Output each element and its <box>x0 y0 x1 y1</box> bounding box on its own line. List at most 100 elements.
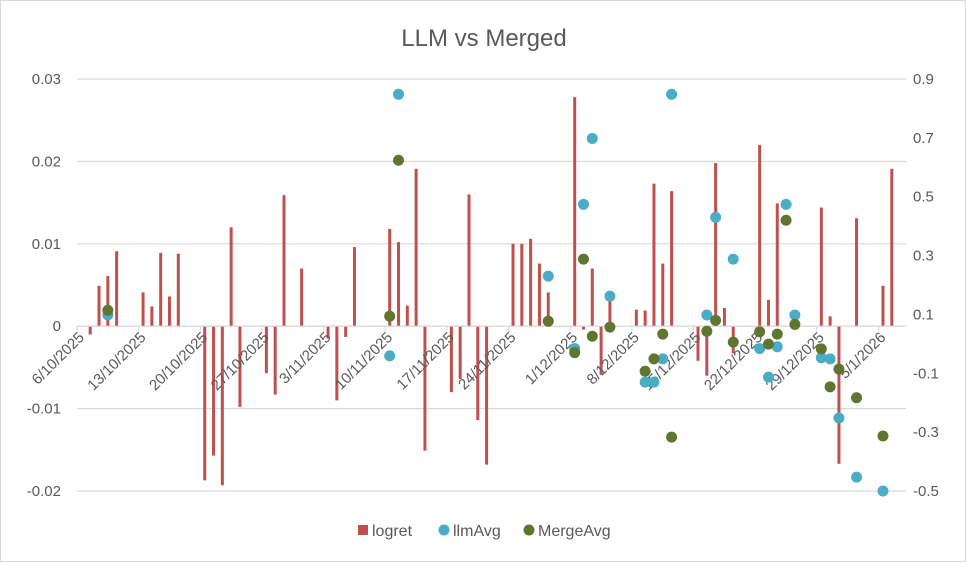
right-y-tick-label: 0.7 <box>913 130 934 147</box>
x-tick-label: 20/10/2025 <box>146 329 211 394</box>
logret-bar <box>766 299 770 327</box>
mergeavg-point <box>701 325 713 337</box>
mergeavg-point <box>639 365 651 377</box>
logret-bar <box>141 292 145 327</box>
mergeavg-point <box>648 353 660 365</box>
llmavg-point <box>815 352 827 364</box>
llmavg-point <box>727 253 739 265</box>
logret-bar <box>573 97 577 327</box>
right-y-tick-label: 0.3 <box>913 248 934 265</box>
logret-bar <box>344 326 348 337</box>
legend-marker-llmavg <box>438 524 450 536</box>
left-y-axis: 0.03 0.02 0.01 0 -0.01 -0.02 <box>27 71 61 500</box>
llmavg-point <box>754 343 766 355</box>
llmavg-point <box>762 371 774 383</box>
mergeavg-point <box>657 328 669 340</box>
logret-bar <box>238 326 242 407</box>
llmavg-point <box>604 290 616 302</box>
logret-bar <box>229 227 233 327</box>
right-y-tick-label: 0.9 <box>913 71 934 88</box>
llmavg-point <box>657 353 669 365</box>
logret-bar <box>775 203 779 327</box>
logret-bar <box>634 309 638 327</box>
legend-label-mergeavg: MergeAvg <box>538 523 611 540</box>
logret-bar <box>282 195 286 327</box>
logret-bar <box>890 168 894 327</box>
mergeavg-point <box>569 347 581 359</box>
llmavg-point <box>701 309 713 321</box>
llmavg-point <box>710 211 722 223</box>
x-tick-label: 3/11/2025 <box>276 329 334 387</box>
left-y-tick-label: 0 <box>53 318 61 335</box>
llmavg-point <box>648 376 660 388</box>
right-y-tick-label: 0.1 <box>913 306 934 323</box>
logret-bar <box>855 218 859 327</box>
legend-label-llmavg: llmAvg <box>453 523 501 540</box>
mergeavg-point <box>762 338 774 350</box>
mergeavg-point <box>710 314 722 326</box>
logret-bar <box>106 275 110 327</box>
logret-bar <box>264 326 268 374</box>
logret-bar <box>819 207 823 327</box>
mergeavg-point <box>754 326 766 338</box>
mergeavg-point <box>542 315 554 327</box>
llmavg-point <box>824 353 836 365</box>
logret-bar <box>828 316 832 327</box>
x-tick-label: 5/1/2026 <box>836 329 889 382</box>
logret-bar <box>115 251 119 327</box>
logret-bar <box>476 326 480 421</box>
logret-bar <box>397 242 401 327</box>
logret-bar <box>758 144 762 327</box>
logret-bar <box>220 326 224 486</box>
mergeavg-point <box>780 214 792 226</box>
llmavg-point <box>771 341 783 353</box>
mergeavg-point <box>789 318 801 330</box>
chart-title: LLM vs Merged <box>401 25 566 52</box>
llmavg-point <box>780 198 792 210</box>
logret-bar <box>670 191 674 327</box>
logret-bar <box>837 326 841 464</box>
logret-bar <box>696 326 700 361</box>
logret-bar <box>273 326 277 395</box>
left-y-tick-label: 0.01 <box>32 236 61 253</box>
llmavg-point <box>639 376 651 388</box>
mergeavg-point <box>102 304 114 316</box>
legend-label-logret: logret <box>372 523 413 540</box>
logret-bar <box>212 326 216 456</box>
logret-bar <box>599 326 603 375</box>
mergeavg-point <box>577 253 589 265</box>
llmavg-point <box>577 198 589 210</box>
logret-bar <box>643 310 647 327</box>
right-y-tick-label: 0.5 <box>913 189 934 206</box>
right-y-tick-label: -0.5 <box>913 483 939 500</box>
logret-bar <box>150 306 154 327</box>
right-y-tick-label: -0.1 <box>913 365 939 382</box>
mergeavg-point <box>833 363 845 375</box>
logret-bar <box>352 247 356 327</box>
logret-bar <box>608 300 612 327</box>
logret-bars <box>88 97 894 486</box>
x-tick-label: 6/10/2025 <box>29 329 88 388</box>
logret-bar <box>176 253 180 327</box>
logret-bar <box>388 228 392 327</box>
logret-bar <box>300 268 304 327</box>
logret-bar <box>881 285 885 327</box>
left-y-tick-label: 0.02 <box>32 153 61 170</box>
logret-bar <box>520 243 524 327</box>
logret-bar <box>661 263 665 327</box>
logret-bar <box>581 326 585 330</box>
x-tick-label: 13/10/2025 <box>84 329 149 394</box>
llmavg-point <box>851 471 863 483</box>
logret-bar <box>414 168 418 327</box>
logret-bar <box>652 183 656 327</box>
mergeavg-point <box>666 431 678 443</box>
legend-swatch-logret <box>358 525 368 535</box>
llmavg-point <box>789 309 801 321</box>
logret-bar <box>335 326 339 401</box>
mergeavg-point <box>815 343 827 355</box>
left-y-tick-label: 0.03 <box>32 71 61 88</box>
scatter-points <box>102 88 889 497</box>
left-y-tick-label: -0.02 <box>27 483 61 500</box>
logret-bar <box>405 305 409 327</box>
